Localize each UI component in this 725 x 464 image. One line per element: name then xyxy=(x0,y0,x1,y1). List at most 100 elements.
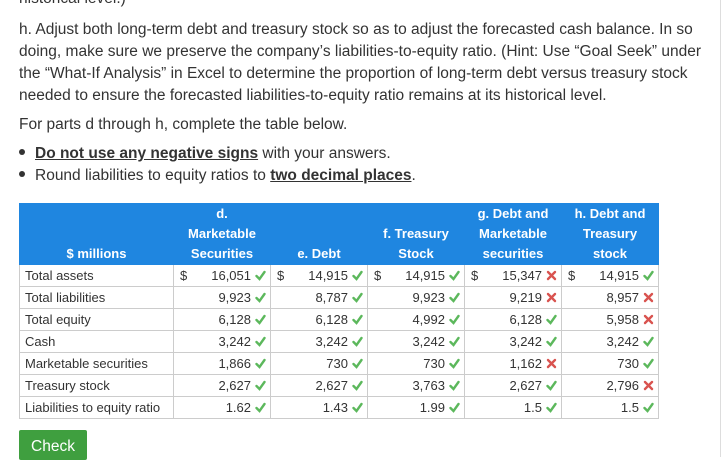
icon-shape xyxy=(546,292,557,303)
value-cell: 1,162 xyxy=(464,352,562,375)
currency: $ xyxy=(471,268,479,283)
value-cell: 3,242 xyxy=(173,330,271,353)
value-cell: 8,957 xyxy=(561,286,659,309)
value: 2,627 xyxy=(315,378,348,393)
scrollbar-edge xyxy=(720,0,721,457)
value-cell: $16,051 xyxy=(173,264,271,287)
cell-content: $14,915 xyxy=(562,265,658,286)
header-line: Securities xyxy=(190,246,254,261)
icon-shape xyxy=(449,292,460,303)
check-icon xyxy=(449,314,460,325)
check-icon xyxy=(255,292,266,303)
header-line: d. xyxy=(216,206,228,221)
cell-content: 9,923 xyxy=(174,287,270,308)
header-line: Treasury xyxy=(582,226,638,241)
cell-content: 3,242 xyxy=(174,331,270,352)
cell-content: $16,051 xyxy=(174,265,270,286)
value-cell: 9,923 xyxy=(173,286,271,309)
value-cell: $14,915 xyxy=(561,264,659,287)
header-line: Marketable xyxy=(188,226,256,241)
cell-content: 1.43 xyxy=(271,397,367,418)
check-icon xyxy=(255,402,266,413)
value: 1.43 xyxy=(322,400,348,415)
icon-shape xyxy=(643,270,654,281)
icon-shape xyxy=(546,314,557,325)
header-cell: $ millions xyxy=(19,203,174,265)
header-line: g. Debt and xyxy=(477,206,549,221)
table-row: Total equity 6,128 6,128 4,992 6,128 5,958 xyxy=(19,308,659,331)
answer-table: $ millions d. Marketable Securities e. Debt f… xyxy=(19,203,659,419)
cell-content: $14,915 xyxy=(271,265,367,286)
value-cell: 730 xyxy=(270,352,368,375)
value: 730 xyxy=(617,356,639,371)
check-icon xyxy=(449,380,460,391)
currency: $ xyxy=(568,268,576,283)
check-icon xyxy=(352,402,363,413)
icon-shape xyxy=(546,358,557,369)
value-cell: 1.62 xyxy=(173,396,271,419)
strong-text: Do not use any negative signs xyxy=(35,145,259,162)
check-icon xyxy=(643,336,654,347)
icon-shape xyxy=(449,314,460,325)
check-icon xyxy=(546,336,557,347)
value: 5,958 xyxy=(606,312,639,327)
cell-content: 730 xyxy=(562,353,658,374)
cell-content: 730 xyxy=(271,353,367,374)
cell-content: $14,915 xyxy=(368,265,464,286)
value-cell: 3,242 xyxy=(270,330,368,353)
text: Round liabilities to equity ratios to xyxy=(35,167,271,184)
table-row: Total assets $16,051 $14,915 $14,915 $15,347… xyxy=(19,264,659,287)
cell-content: 3,242 xyxy=(271,331,367,352)
value-cell: 4,992 xyxy=(367,308,465,331)
check-icon xyxy=(449,358,460,369)
value: 730 xyxy=(326,356,348,371)
value: 3,242 xyxy=(218,334,251,349)
value-cell: 6,128 xyxy=(464,308,562,331)
cell-content: 6,128 xyxy=(465,309,561,330)
row-label: Total assets xyxy=(19,264,174,287)
header-cell: g. Debt and Marketable securities xyxy=(464,203,562,265)
cell-content: 3,763 xyxy=(368,375,464,396)
intro: For parts d through h, complete the tabl… xyxy=(19,116,348,133)
check-icon xyxy=(352,380,363,391)
value-cell: 1.99 xyxy=(367,396,465,419)
value-cell: 9,219 xyxy=(464,286,562,309)
cross-icon xyxy=(546,358,557,369)
cross-icon xyxy=(643,314,654,325)
check-icon xyxy=(449,292,460,303)
cell-content: 1.62 xyxy=(174,397,270,418)
value: 9,923 xyxy=(412,290,445,305)
check-icon xyxy=(643,402,654,413)
row-label: Total equity xyxy=(19,308,174,331)
icon-shape xyxy=(449,380,460,391)
bullet: Round liabilities to equity ratios to tw… xyxy=(19,167,416,185)
cell-content: 6,128 xyxy=(271,309,367,330)
check-button[interactable]: Check xyxy=(19,430,87,460)
icon-shape xyxy=(255,358,266,369)
icon-shape xyxy=(255,314,266,325)
header-line: securities xyxy=(482,246,544,261)
currency: $ xyxy=(374,268,382,283)
icon-shape xyxy=(449,402,460,413)
value: 9,219 xyxy=(509,290,542,305)
icon-shape xyxy=(352,402,363,413)
header-line: f. Treasury xyxy=(383,226,449,241)
check-icon xyxy=(352,270,363,281)
value-cell: 3,242 xyxy=(367,330,465,353)
icon-shape xyxy=(255,402,266,413)
value-cell: 730 xyxy=(561,352,659,375)
value: 3,242 xyxy=(315,334,348,349)
cell-content: 3,242 xyxy=(465,331,561,352)
value: 16,051 xyxy=(211,268,251,283)
value: 14,915 xyxy=(405,268,445,283)
header-line: e. Debt xyxy=(297,246,341,261)
check-icon xyxy=(546,380,557,391)
cell-content: $15,347 xyxy=(465,265,561,286)
value: 6,128 xyxy=(315,312,348,327)
cell-content: 5,958 xyxy=(562,309,658,330)
table-row: Liabilities to equity ratio 1.62 1.43 1.99 1… xyxy=(19,396,659,419)
header-cell: e. Debt xyxy=(270,203,368,265)
currency: $ xyxy=(277,268,285,283)
text-line: needed to ensure the forecasted liabilit… xyxy=(19,87,607,104)
cell-content: 6,128 xyxy=(174,309,270,330)
